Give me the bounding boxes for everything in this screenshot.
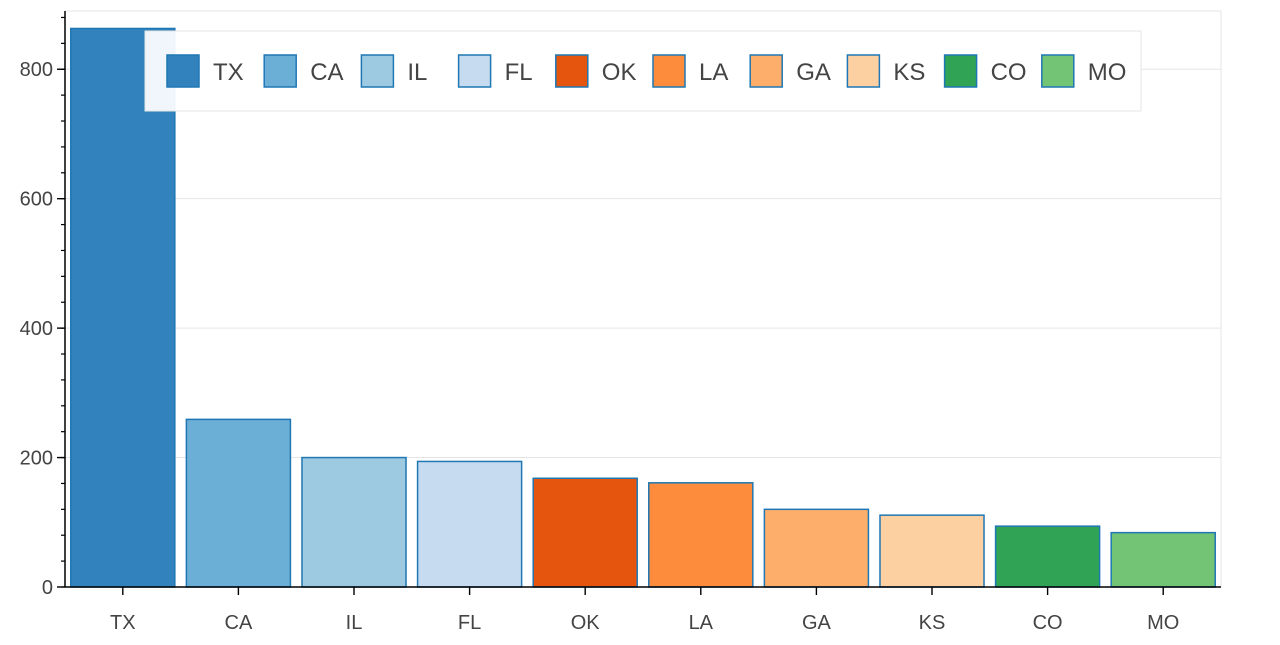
bar-mo <box>1110 531 1216 588</box>
y-tick-label: 0 <box>42 577 53 599</box>
bar-ok <box>532 477 638 588</box>
legend: TX CA IL FL OK LA GA KS CO MO <box>144 30 1142 112</box>
legend-swatch-fl <box>457 54 492 88</box>
x-tick-label: CO <box>1033 612 1063 634</box>
legend-label-mo: MO <box>1088 59 1127 86</box>
legend-label-ga: GA <box>796 59 831 86</box>
bar-ga <box>763 508 870 588</box>
x-tick-label: FL <box>458 612 481 634</box>
legend-label-tx: TX <box>213 59 244 86</box>
legend-swatch-mo <box>1041 54 1075 88</box>
legend-swatch-ca <box>263 54 297 88</box>
y-tick-label: 800 <box>20 59 53 81</box>
legend-label-co: CO <box>991 59 1027 86</box>
legend-swatch-ga <box>749 54 783 88</box>
axes: 0 200 400 600 800 TX CA IL FL OK LA GA KS CO MO <box>20 11 1221 634</box>
y-tick-label: 400 <box>20 318 53 340</box>
legend-label-ca: CA <box>310 59 343 86</box>
bar-ca <box>185 418 292 588</box>
legend-swatch-tx <box>166 54 200 88</box>
legend-swatch-ok <box>555 54 589 88</box>
bar-ks <box>879 514 985 588</box>
legend-swatch-co <box>943 54 978 88</box>
x-tick-label: OK <box>571 612 601 634</box>
bar-tx <box>70 27 176 588</box>
legend-label-ks: KS <box>893 59 925 86</box>
bar-fl <box>416 460 523 588</box>
legend-label-il: IL <box>407 59 427 86</box>
legend-box <box>144 30 1142 112</box>
x-tick-label: MO <box>1147 612 1179 634</box>
x-tick-label: KS <box>919 612 946 634</box>
bar-co <box>994 525 1101 588</box>
legend-label-la: LA <box>699 59 728 86</box>
bar-la <box>648 482 754 588</box>
legend-swatch-il <box>360 54 395 88</box>
x-tick-label: TX <box>110 612 136 634</box>
y-tick-label: 600 <box>20 189 53 211</box>
y-tick-label: 200 <box>20 448 53 470</box>
x-tick-label: CA <box>225 612 253 634</box>
x-tick-label: LA <box>689 612 714 634</box>
legend-label-ok: OK <box>602 59 637 86</box>
legend-swatch-la <box>652 54 686 88</box>
x-tick-label: GA <box>802 612 832 634</box>
legend-swatch-ks <box>846 54 881 88</box>
legend-label-fl: FL <box>505 59 533 86</box>
x-tick-label: IL <box>346 612 363 634</box>
bar-il <box>301 456 407 588</box>
